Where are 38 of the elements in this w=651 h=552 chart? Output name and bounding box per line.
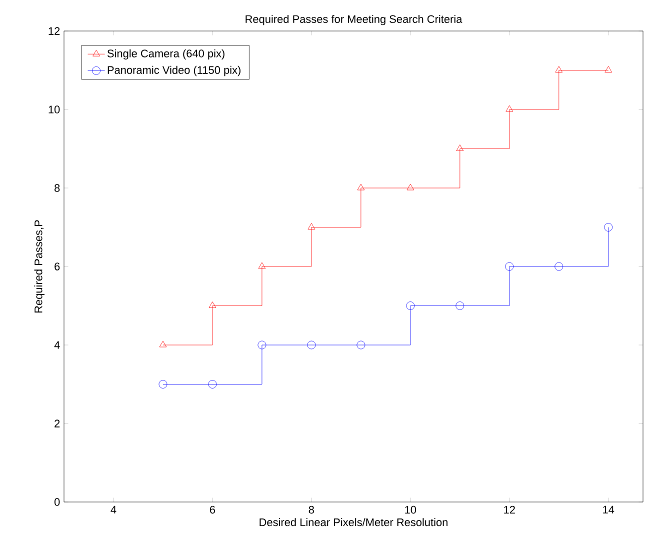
legend-label: Single Camera (640 pix) (107, 49, 224, 60)
point (258, 262, 266, 269)
y-tick-label: 10 (48, 106, 60, 114)
point (456, 302, 464, 310)
x-tick-label: 6 (210, 506, 216, 514)
point (208, 302, 216, 308)
point (258, 340, 266, 350)
point (357, 184, 365, 190)
y-tick-label: 4 (54, 341, 60, 349)
point (307, 340, 316, 350)
point (456, 144, 464, 151)
point (505, 262, 514, 271)
y-tick-label: 8 (54, 184, 60, 192)
point (506, 105, 514, 112)
point (158, 380, 168, 388)
legend-label: Panoramic Video (1150 pix) (108, 66, 240, 76)
point (159, 340, 167, 348)
x-tick-label: 14 (603, 506, 614, 514)
y-axis-title: Required Passes,P (34, 220, 44, 312)
x-axis-title: Desired Linear Pixels/Meter Resolution (260, 518, 448, 526)
point (406, 184, 414, 190)
point (555, 66, 563, 72)
x-tick-label: 4 (110, 506, 116, 514)
x-tick-label: 8 (308, 506, 314, 514)
point (406, 302, 415, 310)
y-tick-label: 6 (54, 262, 60, 270)
y-tick-label: 12 (48, 27, 60, 35)
chart-title: Required Passes for Meeting Search Criteria (246, 14, 462, 26)
y-tick-label: 2 (54, 420, 60, 428)
point (308, 223, 316, 230)
point (554, 262, 564, 271)
point (208, 380, 217, 388)
y-tick-label: 0 (54, 498, 60, 506)
x-tick-label: 12 (504, 506, 515, 514)
point (604, 66, 612, 72)
point (604, 223, 613, 232)
point (356, 340, 366, 350)
x-tick-label: 10 (405, 506, 416, 514)
